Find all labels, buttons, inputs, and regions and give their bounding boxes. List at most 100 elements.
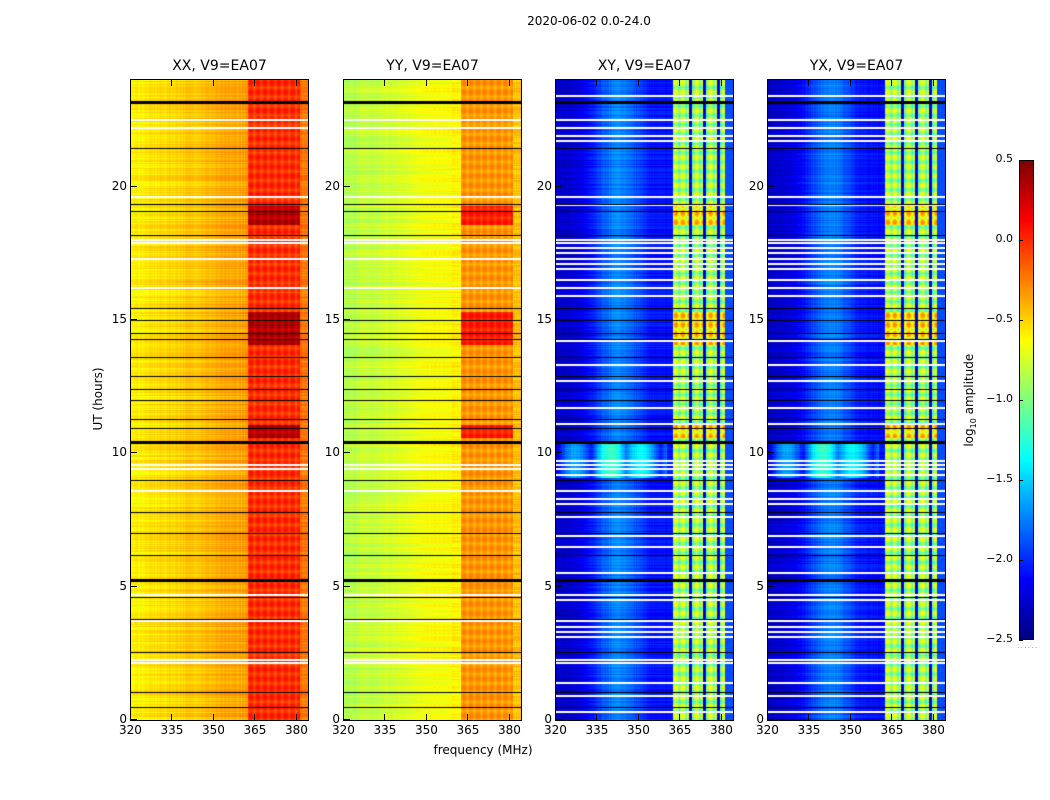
x-tick-label: 335 (797, 723, 821, 737)
colorbar-tick-label: 0.0 (995, 232, 1014, 245)
y-tick-mark (768, 319, 774, 320)
x-tick-label: 320 (332, 723, 355, 737)
x-tick-label: 365 (668, 723, 692, 737)
x-tick-mark (343, 714, 344, 720)
y-tick-label: 15 (111, 312, 127, 326)
y-tick-mark (556, 319, 562, 320)
x-tick-mark-top (295, 80, 297, 86)
colorbar-tick-label: −2.5 (986, 632, 1013, 645)
y-tick-label: 15 (324, 312, 340, 326)
x-tick-mark (767, 714, 768, 720)
y-tick-mark (556, 585, 562, 587)
y-tick-mark (131, 719, 137, 720)
x-tick-mark-top (171, 80, 173, 86)
figure-title: 2020-06-02 0.0-24.0 (527, 14, 651, 28)
panel-title: XX, V9=EA07 (172, 58, 267, 74)
y-tick-label: 10 (111, 445, 127, 460)
panel-title: XY, V9=EA07 (597, 58, 692, 74)
y-tick-mark (768, 719, 774, 720)
colorbar-tick-mark (1019, 160, 1023, 161)
x-tick-label: 365 (880, 723, 904, 737)
x-tick-label: 350 (626, 723, 650, 737)
y-tick-label: 5 (544, 578, 552, 593)
heatmap-panel: YY, V9=EA07 320 335 350 365 380 0 5 10 15 20 (325, 58, 522, 737)
x-tick-mark (295, 714, 297, 720)
colorbar-footer: ...... (1017, 641, 1039, 650)
y-tick-label: 5 (756, 578, 764, 593)
heatmap-image (556, 80, 733, 720)
x-tick-mark-top (343, 80, 344, 86)
colorbar-label-sub: 10 (969, 418, 979, 429)
y-tick-label: 20 (324, 178, 340, 193)
y-tick-label: 0 (119, 712, 127, 726)
colorbar-label-suffix: amplitude (961, 353, 976, 419)
x-tick-mark-top (212, 80, 214, 86)
x-tick-mark-top (849, 80, 851, 86)
y-tick-label: 20 (748, 178, 764, 193)
colorbar-tick-label: −1.5 (986, 472, 1013, 485)
x-tick-label: 380 (921, 723, 945, 737)
y-axis-label: UT (hours) (91, 367, 105, 431)
x-tick-mark (130, 714, 131, 720)
x-tick-mark-top (384, 80, 386, 86)
heatmap-image (131, 80, 308, 720)
colorbar-tick-mark (1019, 480, 1023, 481)
y-tick-label: 5 (332, 578, 340, 593)
x-tick-label: 320 (119, 723, 142, 737)
colorbar-tick-mark (1019, 400, 1023, 401)
heatmap-image (344, 80, 521, 720)
x-tick-mark (171, 714, 173, 720)
x-tick-label: 350 (414, 723, 438, 737)
x-tick-mark-top (808, 80, 810, 86)
y-tick-label: 10 (536, 445, 552, 460)
x-tick-mark-top (891, 80, 893, 86)
colorbar-tick-label: −1.0 (986, 392, 1013, 405)
y-tick-label: 0 (332, 712, 340, 726)
colorbar-tick-label: −2.0 (986, 552, 1013, 565)
x-tick-mark (849, 714, 851, 720)
x-tick-label: 380 (284, 723, 308, 737)
y-tick-label: 0 (756, 712, 764, 726)
colorbar-tick-label: 0.5 (995, 152, 1014, 165)
x-tick-mark (596, 714, 598, 720)
x-axis-label: frequency (MHz) (433, 743, 533, 757)
y-tick-label: 15 (536, 312, 552, 326)
x-tick-label: 335 (160, 723, 184, 737)
y-tick-mark (344, 452, 350, 454)
colorbar-label-prefix: log (961, 428, 976, 447)
colorbar-tick-label: −0.5 (986, 312, 1013, 325)
x-tick-mark (891, 714, 893, 720)
y-tick-mark (556, 185, 562, 187)
x-tick-label: 380 (709, 723, 733, 737)
x-tick-mark-top (467, 80, 469, 86)
y-tick-label: 10 (324, 445, 340, 460)
x-tick-label: 320 (544, 723, 567, 737)
panel-title: YX, V9=EA07 (809, 58, 904, 74)
heatmap-image (768, 80, 945, 720)
colorbar-tick-mark (1019, 320, 1023, 321)
y-tick-mark (344, 319, 350, 320)
x-tick-label: 380 (497, 723, 521, 737)
colorbar-label: log10 amplitude (962, 330, 978, 470)
y-tick-mark (131, 452, 137, 454)
x-tick-mark (384, 714, 386, 720)
x-tick-mark (637, 714, 639, 720)
y-tick-label: 5 (119, 578, 127, 593)
colorbar-tick-mark (1019, 640, 1023, 641)
y-tick-label: 15 (748, 312, 764, 326)
y-tick-mark (768, 185, 774, 187)
x-tick-mark-top (130, 80, 131, 86)
x-tick-mark (467, 714, 469, 720)
x-tick-mark-top (637, 80, 639, 86)
y-tick-mark (344, 585, 350, 587)
x-tick-mark-top (596, 80, 598, 86)
y-tick-label: 0 (544, 712, 552, 726)
colorbar-tick-mark (1019, 240, 1023, 241)
x-tick-mark (932, 714, 934, 720)
y-tick-mark (131, 319, 137, 320)
y-tick-mark (768, 585, 774, 587)
x-tick-mark (555, 714, 556, 720)
y-tick-mark (131, 185, 137, 187)
heatmap-panel: XX, V9=EA07 320 335 350 365 380 0 5 10 15 20 (112, 58, 309, 737)
